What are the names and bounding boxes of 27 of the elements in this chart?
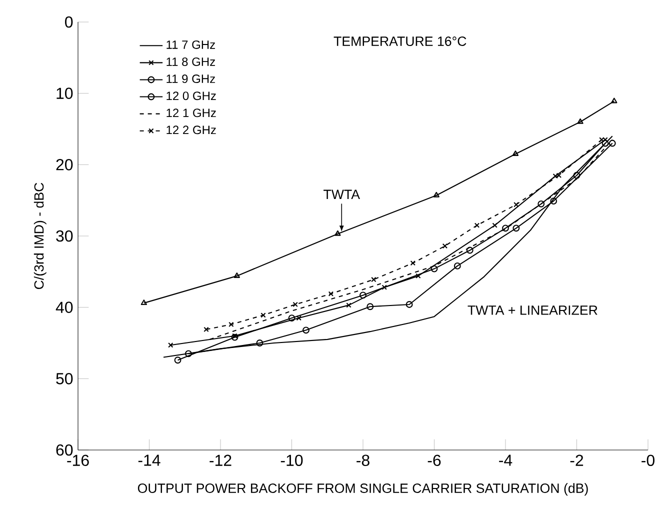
y-tick-label: 0 (65, 16, 73, 28)
legend-label: 12 2 GHz (166, 126, 216, 134)
y-tick-label: 30 (56, 230, 73, 242)
x-tick-label: -6 (428, 454, 441, 466)
x-tick-label: -12 (210, 454, 232, 466)
x-tick-label: -2 (570, 454, 584, 466)
y-tick-label: 60 (56, 444, 73, 456)
x-tick-label: -4 (499, 454, 512, 466)
legend-label: 11 7 GHz (166, 40, 215, 49)
y-tick-label: 50 (56, 373, 73, 384)
legend-label: 11 8 GHz (166, 57, 215, 66)
legend-label: 12 1 GHz (166, 108, 216, 118)
legend-label: 12 0 GHz (166, 92, 216, 100)
x-tick-label: -8 (356, 454, 370, 466)
x-axis-title: OUTPUT POWER BACKOFF FROM SINGLE CARRIER SATURATION (dB) (138, 483, 588, 496)
x-tick-label: -0 (642, 454, 654, 466)
annotation: TWTA (324, 190, 360, 199)
y-axis-title: C/(3rd IMD) - dBC (34, 182, 46, 290)
y-tick-label: 20 (56, 159, 73, 170)
y-tick-label: 40 (56, 302, 73, 313)
x-tick-label: -16 (67, 454, 89, 466)
x-tick-label: -10 (280, 454, 303, 466)
x-tick-label: -14 (138, 454, 160, 466)
legend-label: 11 9 GHz (166, 74, 215, 84)
annotation: TWTA + LINEARIZER (468, 306, 598, 315)
annotation: TEMPERATURE 16°C (334, 36, 466, 46)
y-tick-label: 10 (56, 88, 73, 99)
